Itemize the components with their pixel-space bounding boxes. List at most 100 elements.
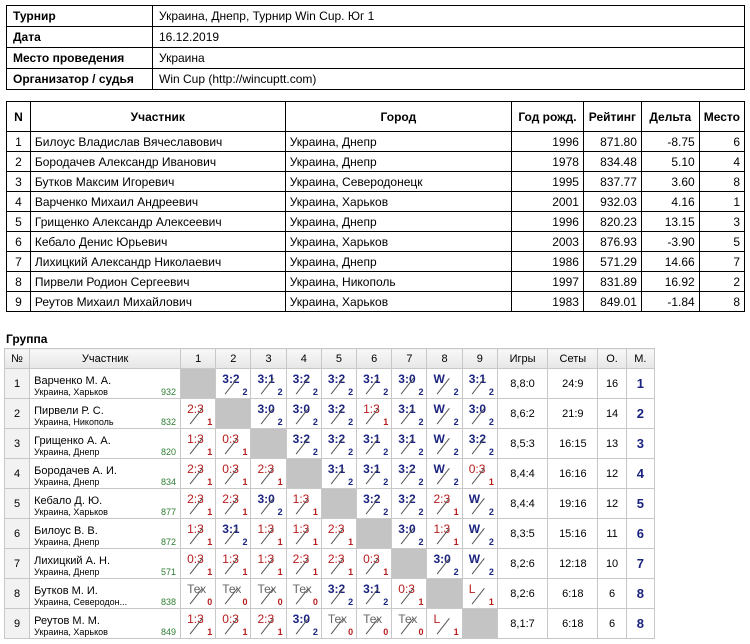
match-result: 0:3 1 xyxy=(180,548,217,579)
points-cell: 11 xyxy=(597,518,627,549)
player-rating: 932 xyxy=(161,387,177,397)
player-rating: 872 xyxy=(161,537,177,547)
group-column-header: 2 xyxy=(215,348,252,369)
group-column-header: 9 xyxy=(461,348,498,369)
player-city: Украина, Днепр xyxy=(34,477,100,487)
column-header: Место xyxy=(698,101,746,132)
match-points: 1 xyxy=(242,507,248,517)
match-points: 2 xyxy=(348,417,354,427)
self-cell xyxy=(426,578,463,609)
match-points: 2 xyxy=(312,447,318,457)
place-cell: 7 xyxy=(625,548,656,579)
column-header: Рейтинг xyxy=(582,101,642,132)
group-column-header: 3 xyxy=(250,348,287,369)
participant-cell: 1996 xyxy=(511,211,584,232)
match-result: 0:3 1 xyxy=(215,458,252,489)
row-number: 7 xyxy=(3,548,31,579)
player-rating: 877 xyxy=(161,507,177,517)
match-points: 2 xyxy=(312,417,318,427)
match-result: 2:3 1 xyxy=(426,488,463,519)
place-cell: 3 xyxy=(625,428,656,459)
match-points: 2 xyxy=(453,477,459,487)
participant-row: 3 Бутков Максим Игоревич Украина, Северодо… xyxy=(6,171,746,192)
player-cell: Лихицкий А. Н. Украина, Днепр 571 xyxy=(29,548,182,579)
match-result: 1:3 1 xyxy=(180,608,217,639)
match-result: 3:1 2 xyxy=(356,458,393,489)
info-value: Украина, Днепр, Турнир Win Cup. Юг 1 xyxy=(152,5,745,27)
player-city: Украина, Никополь xyxy=(34,417,114,427)
points-cell: 6 xyxy=(597,578,627,609)
participant-cell: 1 xyxy=(698,191,746,212)
row-number: 4 xyxy=(3,458,31,489)
games-cell: 8,1:7 xyxy=(496,608,549,639)
row-number: 3 xyxy=(3,428,31,459)
self-cell xyxy=(356,518,393,549)
participant-row: 5 Грищенко Александр Алексеевич Украина, Д… xyxy=(6,211,746,232)
match-score: W xyxy=(468,492,481,506)
player-cell: Грищенко А. А. Украина, Днепр 820 xyxy=(29,428,182,459)
match-result: 3:2 2 xyxy=(461,428,498,459)
place-cell: 8 xyxy=(625,608,656,639)
participant-cell: 2001 xyxy=(511,191,584,212)
participant-cell: 2 xyxy=(698,271,746,292)
match-result: 1:3 1 xyxy=(426,518,463,549)
participant-cell: Украина, Днепр xyxy=(284,211,513,232)
points-cell: 6 xyxy=(597,608,627,639)
match-result: 0:3 1 xyxy=(461,458,498,489)
match-result: 2:3 1 xyxy=(320,518,358,549)
match-result: 3:1 2 xyxy=(356,428,393,459)
participant-cell: 4.16 xyxy=(640,191,700,212)
participant-cell: -8.75 xyxy=(640,131,700,152)
match-points: 1 xyxy=(348,567,354,577)
sets-cell: 12:18 xyxy=(547,548,599,579)
match-result: 1:3 1 xyxy=(180,518,217,549)
participant-cell: 5 xyxy=(6,211,31,232)
group-column-header: 4 xyxy=(285,348,322,369)
match-result: 2:3 1 xyxy=(320,548,358,579)
match-result: 3:1 2 xyxy=(356,578,393,609)
participant-row: 1 Билоус Владислав Вячеславович Украина, Д… xyxy=(6,131,746,152)
match-points: 2 xyxy=(277,417,283,427)
match-result: 3:1 2 xyxy=(356,368,393,399)
row-number: 9 xyxy=(3,608,31,639)
participant-cell: 4 xyxy=(698,151,746,172)
column-header: Год рожд. xyxy=(511,101,584,132)
match-points: 2 xyxy=(488,447,494,457)
sets-cell: 21:9 xyxy=(547,398,599,429)
match-score: W xyxy=(433,402,445,416)
player-city: Украина, Северодон... xyxy=(34,597,128,607)
match-result: 3:0 2 xyxy=(461,398,498,429)
self-cell xyxy=(215,398,252,429)
match-points: 2 xyxy=(488,417,494,427)
place-cell: 1 xyxy=(625,368,656,399)
participant-row: 9 Реутов Михаил Михайлович Украина, Харько… xyxy=(6,291,746,312)
player-name: Кебало Д. Ю. xyxy=(34,494,103,507)
participant-cell: 5 xyxy=(698,231,746,252)
match-points: 2 xyxy=(418,537,424,547)
participant-cell: 871.80 xyxy=(582,131,642,152)
player-cell: Пирвели Р. С. Украина, Никополь 832 xyxy=(29,398,182,429)
games-cell: 8,4:4 xyxy=(496,488,549,519)
group-row: 9 Реутов М. М. Украина, Харьков 849 1:3 1 0:3 1… xyxy=(3,608,656,639)
match-points: 2 xyxy=(277,387,283,397)
match-points: 2 xyxy=(418,507,424,517)
sets-cell: 24:9 xyxy=(547,368,599,399)
match-result: 3:0 2 xyxy=(391,368,428,399)
match-points: 0 xyxy=(348,627,354,637)
points-cell: 12 xyxy=(597,458,627,489)
match-points: 1 xyxy=(453,507,459,517)
games-cell: 8,6:2 xyxy=(496,398,549,429)
participant-cell: 8 xyxy=(698,291,746,312)
info-row: Место проведения Украина xyxy=(6,47,745,69)
match-result: 1:3 1 xyxy=(356,398,393,429)
group-row: 5 Кебало Д. Ю. Украина, Харьков 877 2:3 1 2:3 1… xyxy=(3,488,656,519)
match-points: 1 xyxy=(418,597,424,607)
match-points: 2 xyxy=(242,387,248,397)
participant-cell: 932.03 xyxy=(582,191,642,212)
participant-cell: 7 xyxy=(6,251,31,272)
participant-cell: 3 xyxy=(6,171,31,192)
match-points: 1 xyxy=(207,627,213,637)
participant-row: 6 Кебало Денис Юрьевич Украина, Харьков 200… xyxy=(6,231,746,252)
